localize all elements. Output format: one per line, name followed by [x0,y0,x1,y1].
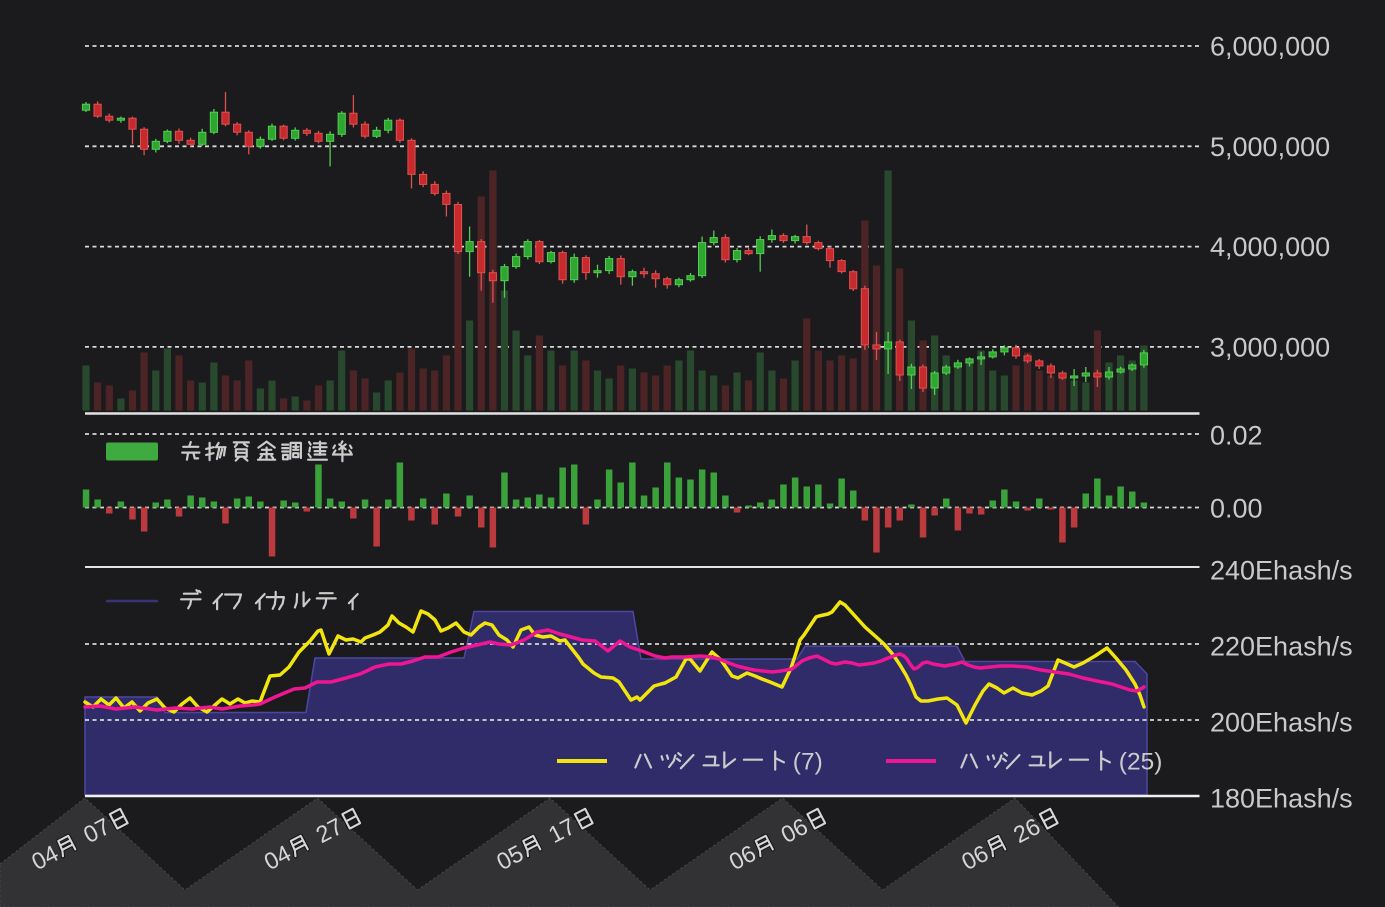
svg-text:220Ehash/s: 220Ehash/s [1210,632,1353,662]
svg-text:6,000,000: 6,000,000 [1210,32,1330,62]
svg-text:(25): (25) [1119,749,1163,776]
svg-text:180Ehash/s: 180Ehash/s [1210,784,1353,814]
svg-text:200Ehash/s: 200Ehash/s [1210,708,1353,738]
svg-text:0.00: 0.00 [1210,494,1263,524]
svg-text:0.02: 0.02 [1210,420,1263,450]
svg-text:240Ehash/s: 240Ehash/s [1210,556,1353,586]
svg-text:3,000,000: 3,000,000 [1210,332,1330,362]
svg-text:5,000,000: 5,000,000 [1210,132,1330,162]
svg-text:(7): (7) [793,749,823,776]
svg-text:4,000,000: 4,000,000 [1210,232,1330,262]
